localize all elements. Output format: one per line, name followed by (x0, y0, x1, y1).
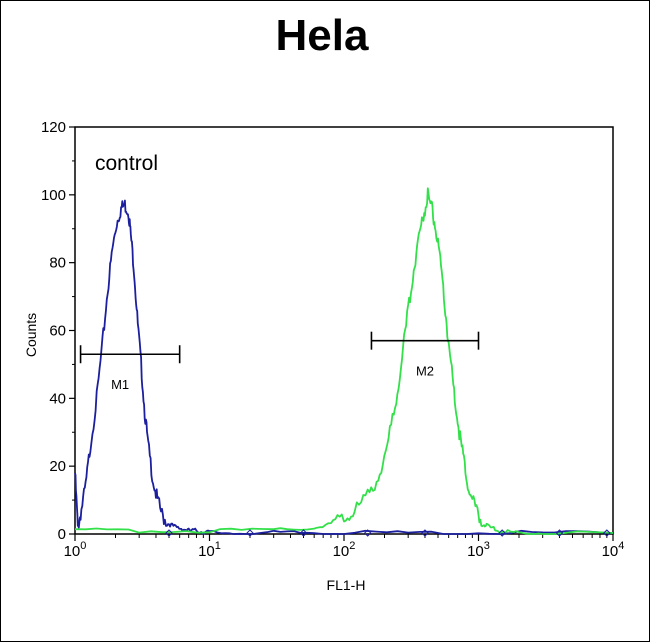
x-tick-label: 104 (602, 540, 625, 560)
y-axis-label: Counts (23, 313, 39, 357)
baseline-marker (165, 529, 173, 537)
plot-area (74, 126, 614, 535)
baseline-marker (498, 529, 506, 537)
baseline-marker (363, 529, 372, 537)
plot-border (74, 126, 614, 535)
chart-title: Hela (276, 11, 369, 60)
x-axis-label: FL1-H (327, 577, 366, 593)
y-tick-label: 40 (49, 390, 66, 407)
y-ticks: 0 20 40 60 80 100 120 (41, 119, 75, 543)
baseline-marker (555, 529, 564, 537)
series-line-2 (74, 187, 614, 535)
gate-2-label: M2 (416, 364, 434, 379)
y-tick-label: 20 (49, 458, 66, 475)
y-tick-label: 0 (58, 526, 66, 543)
y-tick-label: 80 (49, 255, 66, 272)
baseline-marker (246, 529, 254, 537)
gates-layer: M1 M2 (79, 331, 480, 392)
x-tick-label: 100 (64, 540, 87, 560)
x-tick-label: 102 (333, 540, 356, 560)
baseline-marker (299, 529, 308, 537)
y-tick-label: 60 (49, 323, 66, 340)
baseline-marker (603, 529, 611, 537)
y-tick-label: 100 (41, 187, 66, 204)
baseline-marker (421, 529, 429, 537)
x-ticks: 100 101 102 103 104 (64, 534, 625, 560)
x-tick-label: 101 (198, 540, 221, 560)
control-annotation: control (95, 152, 158, 175)
series-line-1 (74, 199, 614, 535)
gate-1-label: M1 (111, 377, 129, 392)
x-tick-label: 103 (467, 540, 490, 560)
series-layer (74, 187, 614, 537)
y-tick-label: 120 (41, 119, 66, 136)
